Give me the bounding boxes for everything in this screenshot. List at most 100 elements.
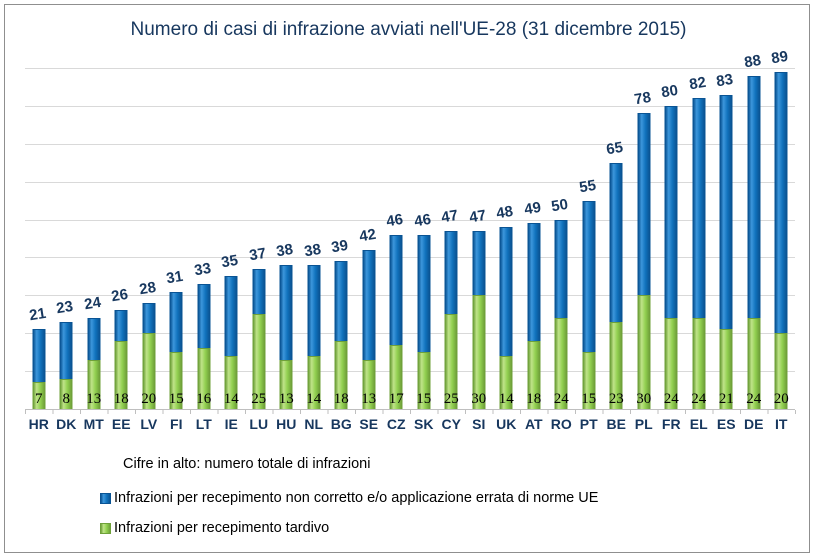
bar-segment-non-corretto <box>527 223 541 341</box>
bar-segment-non-corretto <box>87 318 101 360</box>
gridline-90 <box>25 68 795 69</box>
bar-stack <box>59 322 73 409</box>
legend-label-non-corretto: Infrazioni per recepimento non corretto … <box>114 490 599 506</box>
bar-segment-tardivo <box>719 329 733 409</box>
bar-segment-non-corretto <box>637 113 651 295</box>
bar-segment-tardivo <box>637 295 651 409</box>
bar-segment-non-corretto <box>224 276 238 356</box>
tardivo-value-label-RO: 24 <box>553 391 569 407</box>
tardivo-value-label-PT: 15 <box>581 391 597 407</box>
bar-segment-tardivo <box>169 352 183 409</box>
bar-stack <box>609 163 623 409</box>
category-label-DE: DE <box>744 416 764 432</box>
bar-stack <box>637 113 651 409</box>
tardivo-value-label-LV: 20 <box>141 391 157 407</box>
category-label-IE: IE <box>224 416 238 432</box>
tardivo-value-label-SK: 15 <box>416 391 432 407</box>
tardivo-value-label-UK: 14 <box>498 391 514 407</box>
bar-segment-non-corretto <box>389 235 403 345</box>
bar-segment-tardivo <box>224 356 238 409</box>
tardivo-value-label-BE: 23 <box>608 391 624 407</box>
bar-stack <box>362 250 376 409</box>
bar-segment-non-corretto <box>169 292 183 352</box>
tardivo-value-label-DK: 8 <box>62 391 71 407</box>
bar-slot-ES: 83 21 <box>713 68 741 409</box>
bar-slot-PL: 78 30 <box>630 68 658 409</box>
category-label-SI: SI <box>472 416 486 432</box>
bar-segment-non-corretto <box>252 269 266 314</box>
bar-segment-tardivo <box>472 295 486 409</box>
bar-slot-HU: 38 13 <box>273 68 301 409</box>
tardivo-value-label-SE: 13 <box>361 391 377 407</box>
bar-slot-RO: 50 24 <box>548 68 576 409</box>
tardivo-value-label-SI: 30 <box>471 391 487 407</box>
bar-stack <box>664 106 678 409</box>
bar-segment-non-corretto <box>774 72 788 333</box>
bar-slot-EL: 82 24 <box>685 68 713 409</box>
bar-segment-non-corretto <box>142 303 156 333</box>
gridline-70 <box>25 143 795 145</box>
tardivo-value-label-EE: 18 <box>113 391 129 407</box>
chart-note: Cifre in alto: numero totale di infrazio… <box>123 456 371 472</box>
category-label-BG: BG <box>330 416 352 432</box>
gridline-80 <box>25 105 795 107</box>
bar-segment-non-corretto <box>32 329 46 382</box>
category-label-RO: RO <box>550 416 572 432</box>
bar-segment-tardivo <box>252 314 266 409</box>
x-axis-category-labels: HR DK MT EE LV FI LT IE LU HU NL BG SE CZ SK CY SI UK AT RO… <box>25 416 795 432</box>
bar-stack <box>389 235 403 409</box>
bar-segment-non-corretto <box>279 265 293 360</box>
bar-stack <box>582 201 596 409</box>
gridline-30 <box>25 295 795 297</box>
category-label-EE: EE <box>111 416 131 432</box>
category-label-IT: IT <box>775 416 788 432</box>
category-label-HU: HU <box>276 416 297 432</box>
bar-segment-non-corretto <box>554 220 568 318</box>
legend-swatch-green <box>100 522 111 534</box>
category-label-HR: HR <box>28 416 49 432</box>
legend-swatch-blue <box>100 492 111 504</box>
category-label-DK: DK <box>56 416 77 432</box>
bar-segment-tardivo <box>747 318 761 409</box>
tardivo-value-label-HU: 13 <box>278 391 294 407</box>
bar-segment-tardivo <box>114 341 128 409</box>
bar-stack <box>692 98 706 409</box>
category-label-CZ: CZ <box>386 416 406 432</box>
tardivo-value-label-ES: 21 <box>718 391 734 407</box>
bar-segment-tardivo <box>444 314 458 409</box>
bar-segment-non-corretto <box>692 98 706 318</box>
bar-segment-non-corretto <box>719 95 733 329</box>
chart-title: Numero di casi di infrazione avviati nel… <box>130 19 687 40</box>
category-label-ES: ES <box>716 416 736 432</box>
bar-segment-non-corretto <box>747 76 761 318</box>
bar-segment-tardivo <box>664 318 678 409</box>
category-label-FI: FI <box>170 416 183 432</box>
bar-segment-tardivo <box>142 333 156 409</box>
bar-segment-tardivo <box>774 333 788 409</box>
category-label-AT: AT <box>524 416 543 432</box>
bar-segment-tardivo <box>362 360 376 409</box>
bar-stack <box>334 261 348 409</box>
bar-segment-tardivo <box>307 356 321 409</box>
bar-segment-tardivo <box>59 379 73 409</box>
gridline-40 <box>25 257 795 259</box>
bar-segment-tardivo <box>32 382 46 409</box>
tardivo-value-label-PL: 30 <box>636 391 652 407</box>
tardivo-value-label-CY: 25 <box>443 391 459 407</box>
category-label-NL: NL <box>304 416 324 432</box>
bar-segment-tardivo <box>609 322 623 409</box>
legend-item-tardivo: Infrazioni per recepimento tardivo <box>100 520 329 536</box>
bar-segment-non-corretto <box>362 250 376 360</box>
bar-segment-tardivo <box>197 348 211 409</box>
bar-slot-LT: 33 16 <box>190 68 218 409</box>
tardivo-value-label-NL: 14 <box>306 391 322 407</box>
tardivo-value-label-CZ: 17 <box>388 391 404 407</box>
tardivo-value-label-LT: 16 <box>196 391 212 407</box>
bar-slot-FI: 31 15 <box>163 68 191 409</box>
tardivo-value-label-FR: 24 <box>663 391 679 407</box>
bar-stack <box>747 76 761 409</box>
bar-stack <box>774 72 788 409</box>
bar-stack <box>444 231 458 409</box>
category-label-SE: SE <box>359 416 379 432</box>
category-label-BE: BE <box>606 416 626 432</box>
